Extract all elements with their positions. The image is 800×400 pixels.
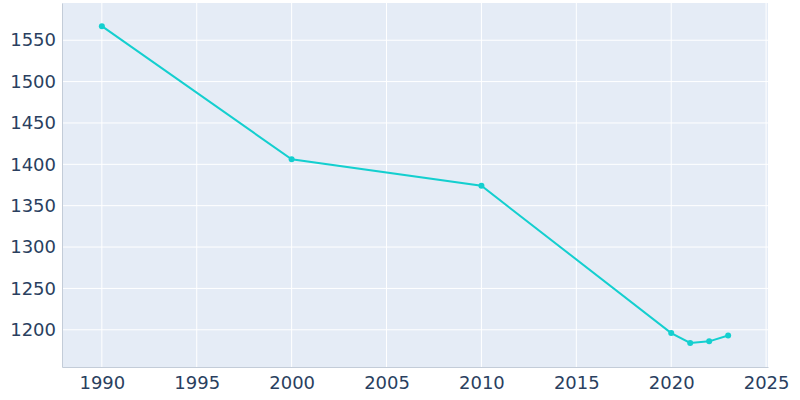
- tick: 1550: [10, 29, 62, 50]
- tick: 1350: [10, 195, 62, 216]
- tick: 1400: [10, 154, 62, 175]
- plot-background: [62, 3, 768, 367]
- grid-line: [62, 40, 768, 41]
- grid-line: [196, 3, 197, 367]
- tick: 1995: [174, 367, 220, 393]
- x-axis-line: [63, 367, 769, 368]
- grid-line: [576, 3, 577, 367]
- tick: 2015: [554, 367, 600, 393]
- tick-label: 2010: [459, 372, 505, 393]
- grid-line: [101, 3, 102, 367]
- tick-label: 1990: [79, 372, 125, 393]
- tick-label: 1450: [10, 112, 56, 133]
- series: [99, 23, 731, 346]
- grid-line: [62, 329, 768, 330]
- tick: 2010: [459, 367, 505, 393]
- grid-line: [62, 247, 768, 248]
- grid-line: [62, 122, 768, 123]
- tick-label: 1400: [10, 154, 56, 175]
- tick: 2020: [649, 367, 695, 393]
- tick: 1990: [79, 367, 125, 393]
- grid-line: [62, 205, 768, 206]
- y-axis-line: [62, 4, 63, 368]
- tick-label: 1350: [10, 195, 56, 216]
- tick-label: 2015: [554, 372, 600, 393]
- tick: 2005: [364, 367, 410, 393]
- grid-line: [62, 288, 768, 289]
- x-grid: [102, 3, 766, 367]
- y-axis: 1200 1250 1300 1350 1400 1450 1500 1550: [10, 4, 62, 368]
- tick-label: 1200: [10, 319, 56, 340]
- chart: 1990 1995 2000 2005 2010 2015 2020 2025 1200 1250…: [0, 0, 800, 400]
- marker: [478, 183, 484, 189]
- tick-label: 2000: [269, 372, 315, 393]
- marker: [99, 23, 105, 29]
- marker: [725, 333, 731, 339]
- tick: 1200: [10, 319, 62, 340]
- grid-line: [62, 164, 768, 165]
- tick: 1250: [10, 278, 62, 299]
- grid-line: [291, 3, 292, 367]
- grid-line: [386, 3, 387, 367]
- tick-label: 1250: [10, 278, 56, 299]
- marker: [668, 330, 674, 336]
- grid-line: [671, 3, 672, 367]
- tick-label: 2020: [649, 372, 695, 393]
- y-grid: [62, 40, 768, 330]
- tick: 2025: [744, 367, 790, 393]
- tick: 1500: [10, 71, 62, 92]
- plot-area: 1990 1995 2000 2005 2010 2015 2020 2025 1200 1250…: [10, 3, 789, 393]
- tick: 1450: [10, 112, 62, 133]
- marker: [687, 340, 693, 346]
- marker: [289, 156, 295, 162]
- tick-label: 1500: [10, 71, 56, 92]
- tick-label: 2005: [364, 372, 410, 393]
- tick: 2000: [269, 367, 315, 393]
- tick-label: 2025: [744, 372, 790, 393]
- x-axis: 1990 1995 2000 2005 2010 2015 2020 2025: [63, 367, 790, 393]
- line: [102, 26, 728, 343]
- grid-line: [766, 3, 767, 367]
- tick-label: 1550: [10, 29, 56, 50]
- marker: [706, 338, 712, 344]
- tick: 1300: [10, 236, 62, 257]
- grid-line: [62, 81, 768, 82]
- tick-label: 1300: [10, 236, 56, 257]
- tick-label: 1995: [174, 372, 220, 393]
